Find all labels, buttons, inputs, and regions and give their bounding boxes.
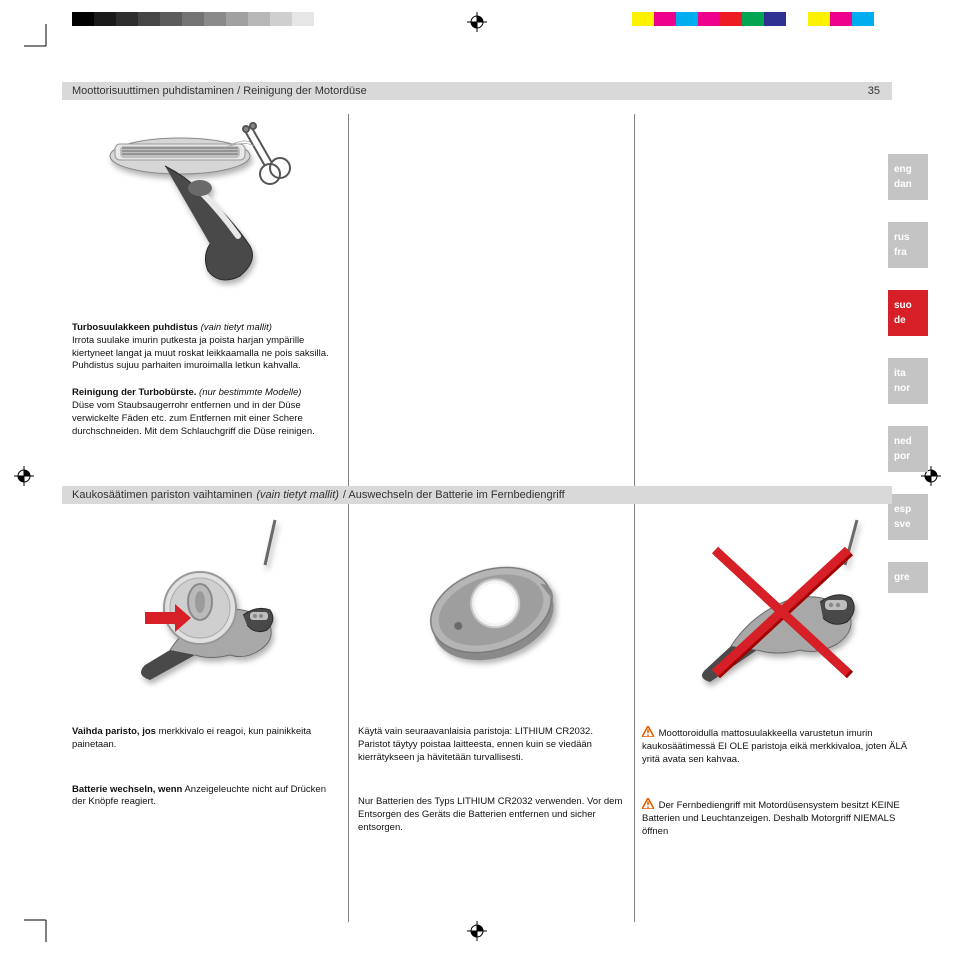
swatch <box>764 12 786 26</box>
registration-target-icon <box>467 12 487 32</box>
color-swatches <box>610 12 874 26</box>
swatch <box>720 12 742 26</box>
section2-italic: (vain tietyt mallit) <box>256 489 339 501</box>
swatch <box>808 12 830 26</box>
turbo-fi-note: (vain tietyt mallit) <box>201 322 272 333</box>
swatch <box>226 12 248 26</box>
language-tab-suo[interactable]: suode <box>888 290 928 336</box>
battery-fi-paragraph: Vaihda paristo, jos merkkivalo ei reagoi… <box>72 726 338 752</box>
battery-fi-bold: Vaihda paristo, jos <box>72 726 156 737</box>
swatch <box>852 12 874 26</box>
column-separator-1 <box>348 114 349 922</box>
lower-column-1: Vaihda paristo, jos merkkivalo ei reagoi… <box>72 510 338 823</box>
battery-de-paragraph: Batterie wechseln, wenn Anzeigeleuchte n… <box>72 784 338 810</box>
page-header-bar: Moottorisuuttimen puhdistaminen / Reinig… <box>62 82 892 100</box>
language-tab-ned[interactable]: nedpor <box>888 426 928 472</box>
warning-icon <box>642 798 654 809</box>
registration-target-icon <box>14 466 34 486</box>
warning-fi-body: Moottoroidulla mattosuulakkeella varuste… <box>642 728 907 765</box>
lower-column-3: Moottoroidulla mattosuulakkeella varuste… <box>642 510 908 853</box>
language-tab-eng[interactable]: engdan <box>888 154 928 200</box>
warning-icon <box>642 726 654 737</box>
section-header-2: Kaukosäätimen pariston vaihtaminen (vain… <box>62 486 892 504</box>
turbo-brush-illustration <box>90 116 320 306</box>
swatch <box>72 12 94 26</box>
swatch <box>204 12 226 26</box>
turbo-de-paragraph: Reinigung der Turbobürste. (nur bestimmt… <box>72 387 338 438</box>
turbo-fi-title: Turbosuulakkeen puhdistus <box>72 322 198 333</box>
warning-fi-paragraph: Moottoroidulla mattosuulakkeella varuste… <box>642 726 908 766</box>
swatch <box>270 12 292 26</box>
swatch <box>248 12 270 26</box>
warning-de-body: Der Fernbediengriff mit Motordüsensystem… <box>642 800 900 837</box>
swatch <box>138 12 160 26</box>
lithium-de-paragraph: Nur Batterien des Typs LITHIUM CR2032 ve… <box>358 796 624 834</box>
turbo-de-body: Düse vom Staubsaugerrohr entfernen und i… <box>72 400 315 437</box>
warning-de-paragraph: Der Fernbediengriff mit Motordüsensystem… <box>642 798 908 838</box>
swatch <box>182 12 204 26</box>
lower-column-2: Käytä vain seuraavanlaisia paristoja: LI… <box>358 510 624 849</box>
page-number: 35 <box>868 85 880 97</box>
language-tab-rus[interactable]: rusfra <box>888 222 928 268</box>
swatch <box>676 12 698 26</box>
swatch <box>116 12 138 26</box>
swatch <box>94 12 116 26</box>
battery-compartment-illustration <box>391 510 591 710</box>
swatch <box>654 12 676 26</box>
battery-de-bold: Batterie wechseln, wenn <box>72 784 182 795</box>
section2-prefix: Kaukosäätimen pariston vaihtaminen <box>72 489 252 501</box>
turbo-de-title: Reinigung der Turbobürste. <box>72 387 196 398</box>
swatch <box>292 12 314 26</box>
swatch <box>698 12 720 26</box>
swatch <box>160 12 182 26</box>
page-title: Moottorisuuttimen puhdistaminen / Reinig… <box>72 85 367 97</box>
language-tab-ita[interactable]: itanor <box>888 358 928 404</box>
swatch <box>632 12 654 26</box>
page-content: Moottorisuuttimen puhdistaminen / Reinig… <box>62 54 892 916</box>
swatch <box>830 12 852 26</box>
turbo-fi-paragraph: Turbosuulakkeen puhdistus (vain tietyt m… <box>72 322 338 373</box>
turbo-fi-body: Irrota suulake imurin putkesta ja poista… <box>72 335 329 372</box>
swatch <box>742 12 764 26</box>
crop-mark-bl <box>24 910 56 942</box>
battery-replace-illustration <box>95 510 315 710</box>
registration-target-icon <box>467 921 487 941</box>
swatch <box>610 12 632 26</box>
do-not-open-illustration <box>665 510 885 710</box>
swatch <box>786 12 808 26</box>
swatch <box>314 12 336 26</box>
upper-column-1: Turbosuulakkeen puhdistus (vain tietyt m… <box>72 116 338 453</box>
column-separator-2 <box>634 114 635 922</box>
lithium-fi-paragraph: Käytä vain seuraavanlaisia paristoja: LI… <box>358 726 624 764</box>
gray-swatches <box>72 12 336 26</box>
turbo-de-note: (nur bestimmte Modelle) <box>199 387 301 398</box>
section2-suffix: / Auswechseln der Batterie im Fernbedien… <box>343 489 565 501</box>
crop-mark-tl <box>24 24 56 56</box>
